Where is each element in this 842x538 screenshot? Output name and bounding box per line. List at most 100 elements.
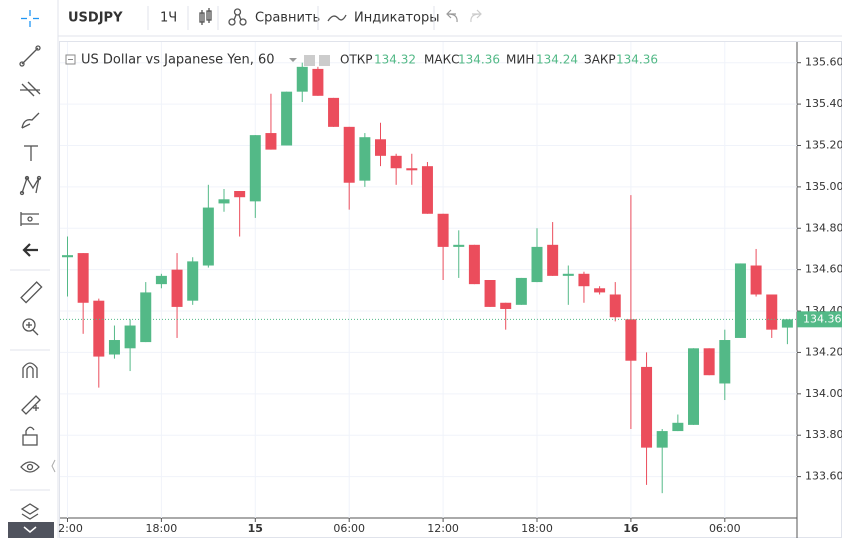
zoom-tool[interactable] [22,318,39,336]
candle-body [234,191,246,198]
axes: 133.60133.80134.00134.20134.40134.60134.… [58,56,842,535]
x-tick-label: 12:00 [427,522,459,535]
candle-body [719,340,731,384]
candle-body [734,263,746,338]
last-price-label: 134.36 [803,312,842,325]
x-tick-label: 06:00 [333,522,365,535]
candle-body [124,325,136,349]
candle-body [375,139,386,156]
y-tick-label: 135.00 [805,180,842,193]
candle-body [515,277,527,305]
candle-body [359,137,371,181]
candle-body [77,253,89,303]
candle-body [155,275,167,285]
hide-toolbar-arrow[interactable] [51,459,56,473]
x-tick-label: 18:00 [521,522,553,535]
candle-body [421,166,433,214]
y-tick-label: 134.60 [805,263,842,276]
candle-body [281,91,293,146]
candle-body [218,199,230,204]
candle-body [108,340,120,355]
candle-body [562,273,574,276]
x-tick-label: 18:00 [146,522,178,535]
undo[interactable] [446,9,458,23]
draw-mode-tool[interactable] [21,395,41,415]
text-tool[interactable] [24,145,38,161]
crosshair-tool[interactable] [21,10,39,27]
candle-body [500,302,512,309]
candle-body [656,431,668,448]
y-tick-label: 134.00 [805,387,842,400]
candle-body [312,68,324,96]
candle-body [62,255,73,258]
legend-close: 134.36 [616,53,658,67]
candle-body [343,126,355,183]
candle-body [265,133,277,150]
prediction-tool[interactable] [20,212,39,226]
legend-menu[interactable] [289,58,297,62]
candle-body [766,294,778,330]
legend-low-label: МИН [506,53,534,67]
candle-body [672,422,684,432]
candle-body [187,261,199,301]
legend-high-label: МАКС [424,53,459,67]
visibility-tool[interactable] [20,461,40,473]
top-toolbar [0,0,842,36]
collapse-arrow [23,526,37,533]
candle-body [578,273,590,287]
lock-tool[interactable] [22,426,38,446]
interval[interactable]: 1Ч [160,11,177,26]
object-tree-tool[interactable] [20,503,40,520]
candle-body [468,244,480,285]
candle-body [641,366,653,448]
x-tick-label: 16 [623,522,639,535]
candle-body [547,244,559,276]
indicators-icon[interactable] [327,14,347,22]
y-tick-label: 135.20 [805,138,842,151]
candle-body [531,246,543,283]
y-tick-label: 134.80 [805,221,842,234]
candle-body [406,168,418,171]
candle-body [296,66,308,92]
settings-icon[interactable] [304,55,315,66]
legend-open-label: ОТКР [340,53,373,67]
candle-body [781,319,793,328]
candle-body [390,155,402,169]
x-tick-label: 2:00 [58,522,83,535]
candle-body [625,319,637,361]
close-icon[interactable] [319,55,330,66]
compare-icon[interactable] [228,8,247,26]
y-tick-label: 135.60 [805,56,842,69]
indicators-button[interactable]: Индикаторы [354,11,440,26]
y-tick-label: 134.20 [805,345,842,358]
back-tool[interactable] [22,243,38,257]
fib-tool[interactable] [20,81,41,97]
compare-button[interactable]: Сравнить [255,11,320,26]
trend-line-tool[interactable] [19,45,41,67]
candle-body [609,294,621,318]
ruler-tool[interactable] [20,281,43,304]
candle-body [140,292,152,343]
legend-high: 134.36 [458,53,500,67]
chart-style-button[interactable] [199,8,212,25]
last-price-box [797,311,842,328]
candle-body [93,300,105,357]
redo[interactable] [470,9,482,23]
candle-body [328,97,340,127]
magnet-tool[interactable] [22,362,38,378]
brush-tool[interactable] [21,112,40,129]
candle-body [171,269,183,307]
candle-body [594,288,606,293]
legend-title: US Dollar vs Japanese Yen, 60 [81,53,275,68]
legend-open: 134.32 [374,53,416,67]
collapse-button[interactable] [8,522,54,538]
candles [60,62,797,494]
grid [60,42,797,518]
pattern-tool[interactable] [19,175,42,196]
symbol[interactable]: USDJPY [68,11,123,26]
y-tick-label: 135.40 [805,97,842,110]
legend-low: 134.24 [536,53,578,67]
candle-body [703,348,715,376]
candle-body [484,280,496,307]
y-tick-label: 133.80 [805,428,842,441]
